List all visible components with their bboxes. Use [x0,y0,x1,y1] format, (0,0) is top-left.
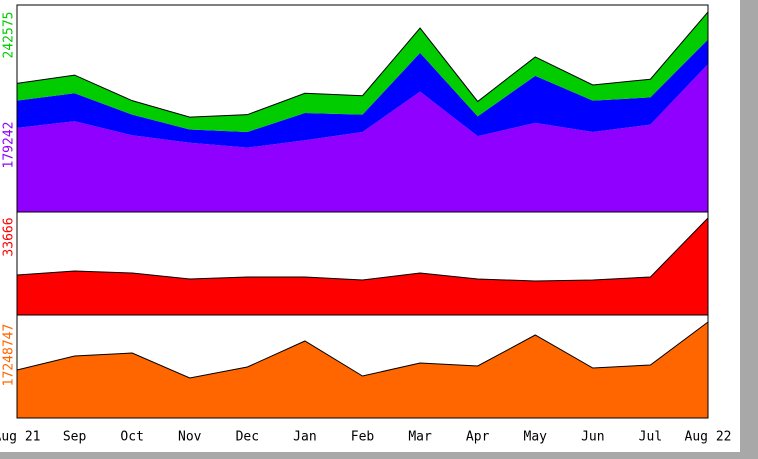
x-tick-label: May [524,430,548,445]
x-tick-label: Apr [466,430,490,445]
x-tick-label: Mar [408,430,432,445]
area [17,11,708,133]
y-tick-label: 179242 [2,122,17,169]
x-tick-label: Aug 21 [0,430,40,445]
x-tick-label: Aug 22 [685,430,732,445]
x-tick-label: Sep [63,430,87,445]
area [17,64,708,212]
x-tick-label: Oct [120,430,143,445]
x-tick-label: Nov [178,430,202,445]
x-tick-label: Jul [639,430,662,445]
area-outline [16,11,709,118]
area-outline [16,321,709,379]
plots: 179242 242575 33666 17248747 Aug 21 Sep Oct Nov… [0,4,732,445]
x-tick-label: Jun [581,430,604,445]
area-outline [16,217,709,282]
window-frame [0,452,758,459]
plot-frame [16,314,709,419]
x-tick-label: Feb [351,430,375,445]
x-tick-label: Jan [293,430,316,445]
y-tick-label: 17248747 [2,324,17,387]
area [17,218,708,315]
x-tick-label: Dec [236,430,259,445]
y-tick-label: 33666 [2,217,17,256]
area [17,322,708,418]
area [17,39,708,148]
y-tick-label: 242575 [2,12,17,59]
window-frame [740,0,758,459]
